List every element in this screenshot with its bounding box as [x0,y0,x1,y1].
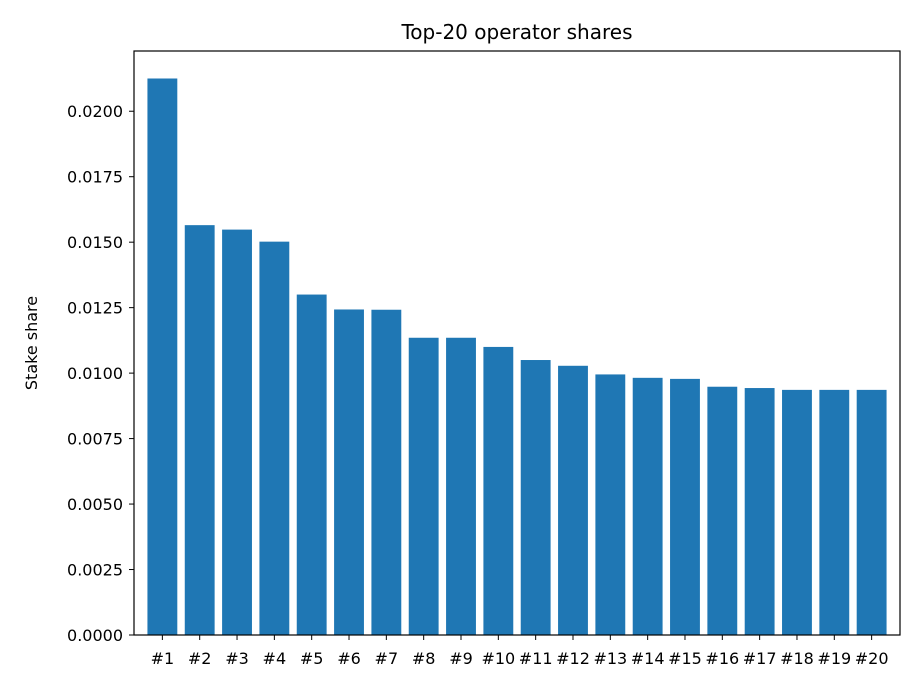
x-tick-label: #5 [300,649,324,668]
plot-frame [133,50,901,636]
bar-9 [446,337,476,635]
x-tick-label: #12 [556,649,590,668]
bar-19 [819,389,850,635]
bar-13 [595,374,626,635]
x-tick-label: #17 [743,649,777,668]
y-tick-label: 0.0050 [67,495,123,514]
x-tick-label: #7 [375,649,399,668]
bar-4 [259,241,290,635]
bar-17 [744,388,775,635]
bar-11 [520,360,551,635]
bar-15 [670,378,700,635]
x-tick-label: #6 [337,649,361,668]
y-tick-label: 0.0000 [67,626,123,645]
x-tick-label: #20 [855,649,889,668]
bar-12 [558,365,588,635]
y-tick-label: 0.0125 [67,299,123,318]
bar-5 [296,294,327,635]
x-tick-label: #19 [817,649,851,668]
x-tick-label: #11 [519,649,553,668]
y-tick-label: 0.0100 [67,364,123,383]
x-tick-label: #16 [705,649,739,668]
x-axis: #1 #2 #3 #4 #5 #6 #7 #8 #9 #10 #11 #12 #13 #14 #15 #16 #… [151,635,889,668]
x-tick-label: #15 [668,649,702,668]
bar-14 [632,377,663,635]
bar-6 [334,309,364,635]
chart-title: Top-20 operator shares [400,20,632,44]
bar-16 [707,386,738,635]
bar-20 [856,389,887,635]
bar-1 [147,78,178,636]
y-tick-label: 0.0200 [67,102,123,121]
x-tick-label: #9 [449,649,473,668]
y-tick-label: 0.0025 [67,561,123,580]
y-axis-label: Stake share [22,296,41,390]
x-tick-label: #14 [631,649,665,668]
bar-3 [222,229,252,635]
y-tick-label: 0.0150 [67,233,123,252]
y-tick-label: 0.0175 [67,168,123,187]
x-tick-label: #18 [780,649,814,668]
bar-10 [483,346,514,635]
bar-18 [782,389,812,635]
bar-2 [184,225,215,635]
x-tick-label: #4 [263,649,287,668]
bar-7 [371,309,402,635]
x-tick-label: #2 [188,649,212,668]
bars-group [147,78,887,636]
x-tick-label: #8 [412,649,436,668]
x-tick-label: #13 [593,649,627,668]
x-tick-label: #10 [481,649,515,668]
x-tick-label: #3 [225,649,249,668]
y-axis: 0.0000 0.0025 0.0050 0.0075 0.0100 0.0125 0.01… [67,102,134,645]
x-tick-label: #1 [151,649,175,668]
bar-8 [408,337,439,635]
y-tick-label: 0.0075 [67,430,123,449]
